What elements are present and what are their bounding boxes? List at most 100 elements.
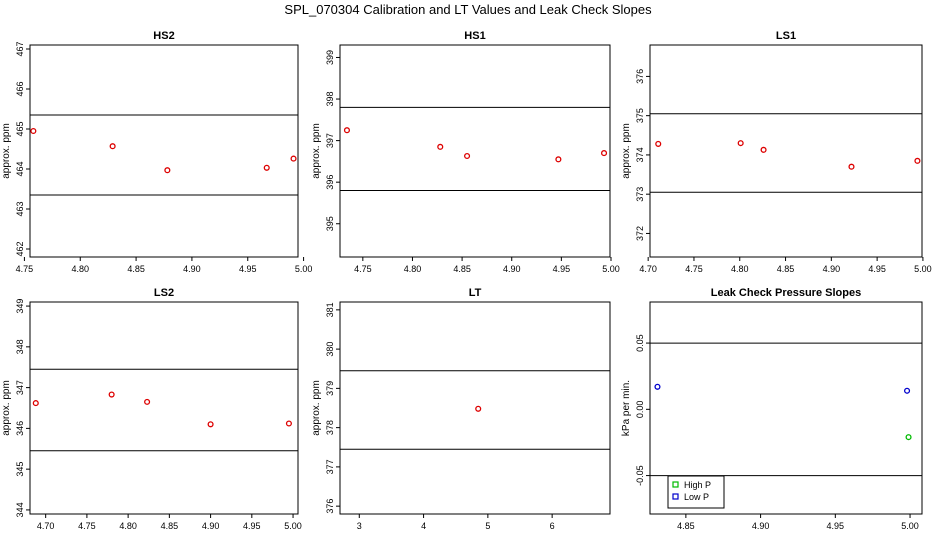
x-tick-label: 4.95	[239, 264, 257, 274]
legend-label: High P	[684, 480, 711, 490]
data-point	[109, 143, 116, 150]
data-point	[437, 143, 444, 150]
x-tick-label: 4.95	[243, 521, 261, 531]
data-point	[290, 155, 297, 162]
y-tick-label: 464	[15, 161, 25, 176]
y-tick-label: 373	[635, 187, 645, 202]
data-point	[655, 140, 662, 147]
y-tick-label: 377	[325, 459, 335, 474]
y-tick-label: 465	[15, 121, 25, 136]
panel-1: HS1 approx. ppm 4.75 4.80 4.85 4.90 4.95 5.00 39…	[311, 30, 620, 274]
plot-frame	[29, 301, 299, 515]
panel-4: LT approx. ppm 3 4 5 6 376 377 378 379 380 381	[311, 287, 611, 531]
data-point	[904, 387, 911, 394]
panel-5: Leak Check Pressure Slopes kPa per min. 4.…	[621, 287, 923, 531]
x-tick-label: 4.90	[823, 264, 841, 274]
x-tick-label: 5.00	[914, 264, 932, 274]
y-tick-label: 344	[15, 502, 25, 517]
data-point	[737, 140, 744, 147]
panel-0: HS2 approx. ppm 4.75 4.80 4.85 4.90 4.95 5.00 46…	[1, 30, 312, 274]
y-tick-label: 395	[325, 216, 335, 231]
y-tick-label: 349	[15, 299, 25, 314]
y-axis-label: approx. ppm	[311, 123, 322, 179]
data-point	[32, 400, 39, 407]
data-point	[848, 163, 855, 170]
plot-frame	[649, 301, 923, 515]
x-tick-label: 4.75	[685, 264, 703, 274]
panel-title: LT	[469, 287, 482, 299]
x-tick-label: 4.90	[202, 521, 220, 531]
x-tick-label: 4.75	[16, 264, 34, 274]
x-tick-label: 4.85	[127, 264, 145, 274]
y-tick-label: 346	[15, 421, 25, 436]
data-point	[654, 383, 661, 390]
y-axis-label: approx. ppm	[1, 380, 12, 436]
y-axis-label: approx. ppm	[1, 123, 12, 179]
x-tick-label: 5.00	[295, 264, 313, 274]
y-tick-label: 398	[325, 92, 335, 107]
x-tick-label: 4.85	[677, 521, 695, 531]
x-tick-label: 4.75	[78, 521, 96, 531]
y-tick-label: 375	[635, 108, 645, 123]
y-tick-label: 467	[15, 41, 25, 56]
data-point	[108, 391, 115, 398]
data-point	[285, 420, 292, 427]
y-tick-label: 378	[325, 420, 335, 435]
panel-title: HS1	[464, 30, 485, 42]
data-point	[760, 146, 767, 153]
data-point	[207, 421, 214, 428]
y-tick-label: 381	[325, 302, 335, 317]
data-point	[555, 156, 562, 163]
y-tick-label: 348	[15, 339, 25, 354]
y-tick-label: 396	[325, 175, 335, 190]
data-point	[343, 127, 350, 134]
y-tick-label: 0.05	[635, 334, 645, 352]
plot-frame	[29, 44, 299, 258]
data-point	[263, 164, 270, 171]
y-tick-label: 380	[325, 342, 335, 357]
y-tick-label: 466	[15, 81, 25, 96]
x-tick-label: 4.90	[183, 264, 201, 274]
y-tick-label: 0.00	[635, 401, 645, 419]
x-tick-label: 4.85	[453, 264, 471, 274]
x-tick-label: 4.75	[354, 264, 372, 274]
data-point	[464, 152, 471, 160]
panel-title: Leak Check Pressure Slopes	[711, 287, 861, 299]
x-tick-label: 4.95	[868, 264, 886, 274]
legend-swatch	[672, 493, 679, 500]
plot-frame	[339, 44, 611, 258]
data-point	[914, 157, 921, 164]
x-tick-label: 4.95	[827, 521, 845, 531]
x-tick-label: 6	[550, 521, 555, 531]
y-tick-label: 376	[325, 499, 335, 514]
data-point	[30, 127, 37, 135]
y-tick-label: 376	[635, 69, 645, 84]
y-axis-label: approx. ppm	[311, 380, 322, 436]
data-point	[164, 167, 171, 174]
x-tick-label: 4.90	[752, 521, 770, 531]
data-point	[905, 434, 912, 441]
legend-box	[667, 475, 725, 509]
x-tick-label: 4.95	[553, 264, 571, 274]
x-tick-label: 4.70	[639, 264, 657, 274]
x-tick-label: 4.85	[161, 521, 179, 531]
x-tick-label: 4.80	[119, 521, 137, 531]
panel-3: LS2 approx. ppm 4.70 4.75 4.80 4.85 4.90 4.95 5.…	[1, 287, 302, 531]
legend-swatch	[672, 481, 679, 488]
y-tick-label: 372	[635, 226, 645, 241]
plot-frame	[339, 301, 611, 515]
x-tick-label: 4.80	[731, 264, 749, 274]
x-tick-label: 5	[485, 521, 490, 531]
y-tick-label: 397	[325, 133, 335, 148]
x-tick-label: 5.00	[901, 521, 919, 531]
data-point	[600, 150, 608, 157]
y-axis-label: kPa per min.	[621, 380, 632, 436]
data-point	[144, 398, 151, 405]
panel-title: LS2	[154, 287, 174, 299]
y-tick-label: 374	[635, 147, 645, 162]
x-tick-label: 4.85	[777, 264, 795, 274]
x-tick-label: 4	[421, 521, 426, 531]
data-point	[475, 405, 482, 412]
